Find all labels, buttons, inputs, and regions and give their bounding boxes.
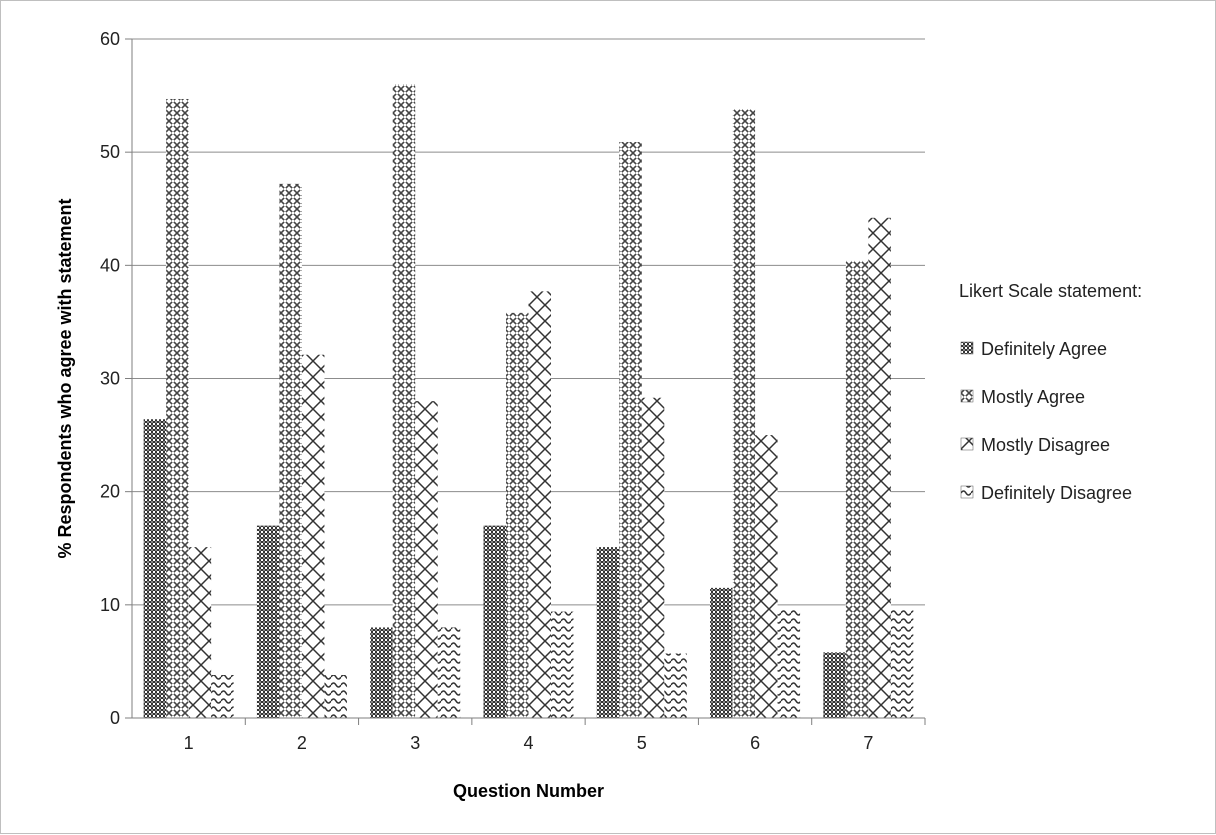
x-tick-labels: 1 2 3 4 5 6 7 — [184, 733, 874, 753]
legend-label: Definitely Agree — [981, 339, 1107, 359]
bar-q6-mostly-agree — [732, 109, 756, 718]
bar-q7-definitely-disagree — [890, 609, 914, 718]
x-tick-label: 2 — [297, 733, 307, 753]
y-tick-label: 60 — [100, 29, 120, 49]
y-tick-label: 0 — [110, 708, 120, 728]
legend: Likert Scale statement: Definitely Agree… — [959, 281, 1142, 503]
bar-q7-mostly-agree — [845, 260, 869, 718]
bars — [143, 84, 914, 719]
y-tick-label: 50 — [100, 142, 120, 162]
axes — [125, 38, 926, 725]
bar-q4-definitely-disagree — [551, 611, 574, 718]
bar-q5-mostly-disagree — [641, 397, 665, 718]
y-tick-labels: 0 10 20 30 40 50 60 — [100, 29, 120, 728]
bar-q3-definitely-disagree — [437, 627, 461, 718]
x-axis-title: Question Number — [453, 781, 604, 801]
bar-q3-mostly-agree — [392, 84, 416, 719]
x-tick-label: 1 — [184, 733, 194, 753]
legend-swatch — [960, 437, 974, 451]
bar-q1-mostly-disagree — [188, 547, 212, 718]
y-tick-label: 40 — [100, 255, 120, 275]
bar-q7-definitely-agree — [823, 652, 846, 718]
y-tick-label: 30 — [100, 369, 120, 389]
legend-label: Definitely Disagree — [981, 483, 1132, 503]
bar-q5-mostly-agree — [619, 141, 642, 718]
x-tick-label: 4 — [523, 733, 533, 753]
bar-q2-definitely-disagree — [324, 674, 347, 718]
bar-q7-mostly-disagree — [868, 217, 891, 718]
bar-q3-mostly-disagree — [415, 401, 438, 718]
legend-label: Mostly Agree — [981, 387, 1085, 407]
bar-q4-mostly-agree — [506, 312, 529, 718]
legend-swatch — [960, 389, 974, 403]
x-tick-label: 5 — [637, 733, 647, 753]
y-axis-title: % Respondents who agree with statement — [55, 198, 75, 558]
bar-q2-mostly-agree — [279, 183, 302, 718]
legend-label: Mostly Disagree — [981, 435, 1110, 455]
bar-q1-definitely-disagree — [211, 674, 234, 718]
bar-q1-mostly-agree — [166, 98, 189, 718]
bar-q6-definitely-disagree — [777, 609, 801, 718]
bar-q2-definitely-agree — [256, 525, 280, 718]
bar-q2-mostly-disagree — [301, 354, 325, 718]
x-tick-label: 6 — [750, 733, 760, 753]
bar-q5-definitely-agree — [596, 547, 620, 718]
y-tick-label: 10 — [100, 595, 120, 615]
legend-swatch — [960, 485, 974, 499]
bar-q6-mostly-disagree — [755, 435, 778, 718]
legend-title: Likert Scale statement: — [959, 281, 1142, 301]
x-tick-label: 3 — [410, 733, 420, 753]
bar-q3-definitely-agree — [370, 627, 393, 718]
bar-q4-definitely-agree — [483, 525, 506, 718]
y-tick-label: 20 — [100, 482, 120, 502]
bar-q5-definitely-disagree — [664, 653, 687, 718]
x-tick-label: 7 — [863, 733, 873, 753]
bar-q4-mostly-disagree — [528, 291, 551, 718]
bar-q6-definitely-agree — [710, 587, 733, 718]
legend-swatch — [960, 341, 974, 355]
bar-q1-definitely-agree — [143, 419, 167, 718]
